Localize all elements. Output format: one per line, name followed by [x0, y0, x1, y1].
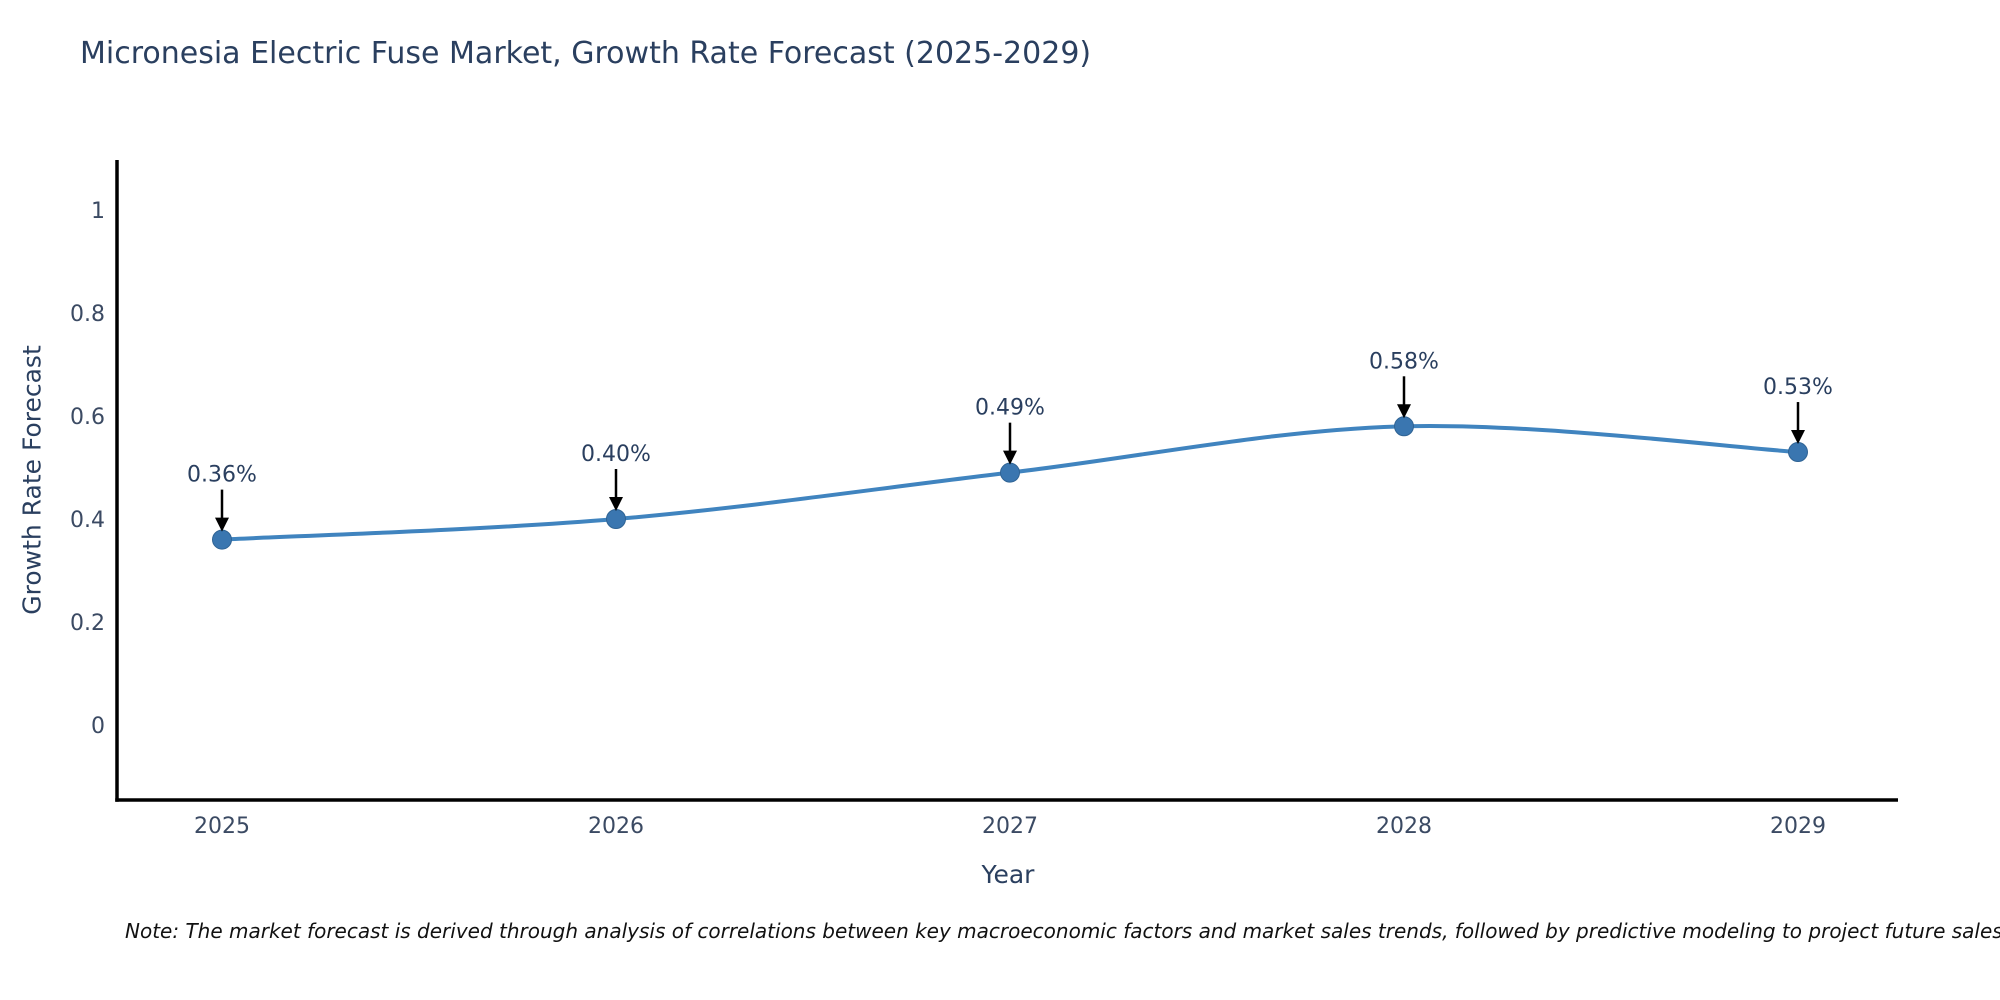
x-tick-label: 2025: [194, 814, 250, 839]
x-tick-label: 2027: [982, 814, 1038, 839]
annotation-arrowhead: [1791, 430, 1805, 445]
y-tick-label: 0.4: [70, 508, 105, 533]
x-tick-label: 2028: [1376, 814, 1432, 839]
point-annotation-label: 0.36%: [187, 463, 257, 488]
annotation-arrowhead: [1003, 450, 1017, 465]
y-tick-label: 0.8: [70, 302, 105, 327]
data-point: [1000, 462, 1020, 483]
point-annotation-label: 0.49%: [975, 396, 1045, 421]
y-tick-label: 0.6: [70, 405, 105, 430]
point-annotation-label: 0.53%: [1763, 375, 1833, 400]
x-tick-label: 2029: [1770, 814, 1826, 839]
y-tick-label: 0: [91, 714, 105, 739]
annotation-arrowhead: [609, 497, 623, 511]
annotation-arrowhead: [1397, 404, 1411, 419]
footnote: Note: The market forecast is derived thr…: [125, 919, 2000, 943]
data-point: [1788, 442, 1808, 463]
x-tick-label: 2026: [588, 814, 644, 839]
x-axis-title: Year: [981, 860, 1035, 889]
data-point: [1394, 416, 1414, 437]
annotation-arrowhead: [215, 517, 229, 532]
y-tick-label: 1: [91, 199, 105, 224]
y-tick-label: 0.2: [70, 611, 105, 636]
data-point: [606, 509, 626, 529]
chart-title: Micronesia Electric Fuse Market, Growth …: [80, 36, 1092, 71]
point-annotation-label: 0.40%: [581, 442, 651, 467]
data-point: [212, 529, 232, 550]
point-annotation-label: 0.58%: [1369, 349, 1439, 374]
